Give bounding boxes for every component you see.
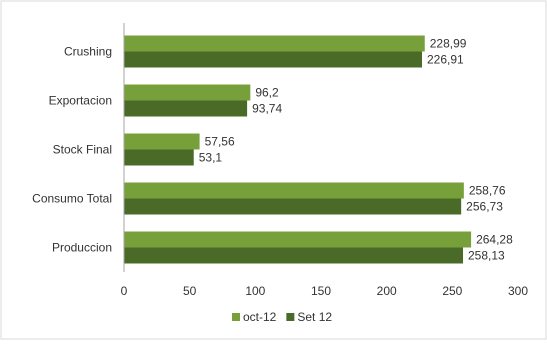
- bar-set-12: [124, 51, 423, 68]
- category-label: Crushing: [64, 45, 112, 59]
- bar-set-12: [124, 198, 462, 215]
- bar-set-12: [124, 247, 464, 264]
- x-tick-labels: 0 50 100 150 200 250 300: [121, 284, 529, 298]
- legend-label: oct-12: [243, 310, 277, 324]
- bar-labels: 228,99 226,91 96,2 93,74 57,56 53,1 258,76 256,…: [199, 37, 513, 263]
- data-label: 57,56: [205, 135, 235, 149]
- bars: [124, 35, 472, 264]
- x-tick-label: 150: [311, 284, 331, 298]
- category-label: Stock Final: [53, 143, 112, 157]
- bar-oct-12: [124, 182, 464, 199]
- legend: oct-12 Set 12: [232, 310, 332, 324]
- legend-swatch: [232, 313, 240, 321]
- data-label: 258,76: [469, 184, 506, 198]
- x-tick-label: 50: [183, 284, 197, 298]
- bar-oct-12: [124, 84, 251, 101]
- bar-set-12: [124, 100, 248, 117]
- x-tick-label: 250: [442, 284, 462, 298]
- x-tick-label: 200: [377, 284, 397, 298]
- category-label: Exportacion: [49, 94, 112, 108]
- data-label: 258,13: [468, 249, 505, 263]
- x-tick-label: 100: [245, 284, 265, 298]
- bar-oct-12: [124, 231, 472, 248]
- x-tick-label: 300: [508, 284, 528, 298]
- bar-set-12: [124, 149, 194, 166]
- data-label: 226,91: [427, 53, 464, 67]
- bar-oct-12: [124, 133, 200, 150]
- data-label: 96,2: [255, 86, 279, 100]
- data-label: 93,74: [252, 102, 282, 116]
- data-label: 228,99: [430, 37, 467, 51]
- category-label: Consumo Total: [32, 192, 112, 206]
- bar-oct-12: [124, 35, 425, 52]
- category-label: Produccion: [52, 241, 112, 255]
- legend-label: Set 12: [297, 310, 332, 324]
- data-label: 256,73: [466, 200, 503, 214]
- data-label: 264,28: [476, 233, 513, 247]
- x-tick-label: 0: [121, 284, 128, 298]
- category-labels: Crushing Exportacion Stock Final Consumo To…: [32, 45, 112, 255]
- data-label: 53,1: [199, 151, 223, 165]
- legend-swatch: [286, 313, 295, 321]
